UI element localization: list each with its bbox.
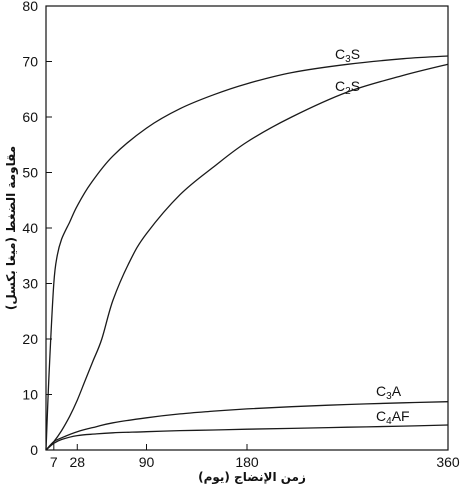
y-tick-label: 0 — [30, 442, 38, 458]
x-tick-label: 7 — [50, 454, 58, 470]
y-tick-label: 20 — [22, 331, 38, 347]
series-layer — [45, 55, 449, 451]
x-tick-label: 90 — [139, 454, 155, 470]
series-line-c3s — [45, 55, 449, 451]
series-line-c4af — [45, 424, 449, 451]
series-label-c2s: C2S — [335, 78, 360, 97]
x-tick-label: 360 — [436, 454, 460, 470]
series-label-c3a: C3A — [376, 383, 402, 402]
x-tick-label: 180 — [235, 454, 259, 470]
y-tick-label: 70 — [22, 54, 38, 70]
y-tick-label: 10 — [22, 387, 38, 403]
y-tick-label: 30 — [22, 276, 38, 292]
y-axis-title: مقاومة الضغط (ميغا بكسل) — [4, 146, 19, 310]
series-line-c3a — [45, 401, 449, 451]
curve-labels: C3S C2S C3A C4AF — [335, 46, 410, 427]
y-tick-label: 60 — [22, 109, 38, 125]
series-line-c2s — [45, 63, 449, 451]
y-tick-label: 40 — [22, 220, 38, 236]
x-tick-label: 28 — [69, 454, 85, 470]
y-tick-label: 50 — [22, 165, 38, 181]
ticks-layer: 0 10 20 30 40 50 60 70 80 7 28 90 180 360 — [22, 0, 459, 470]
x-axis-title: زمن الإنضاج (يوم) — [198, 470, 306, 485]
series-label-c4af: C4AF — [376, 408, 410, 427]
series-label-c3s: C3S — [335, 46, 360, 65]
y-tick-label: 80 — [22, 0, 38, 14]
